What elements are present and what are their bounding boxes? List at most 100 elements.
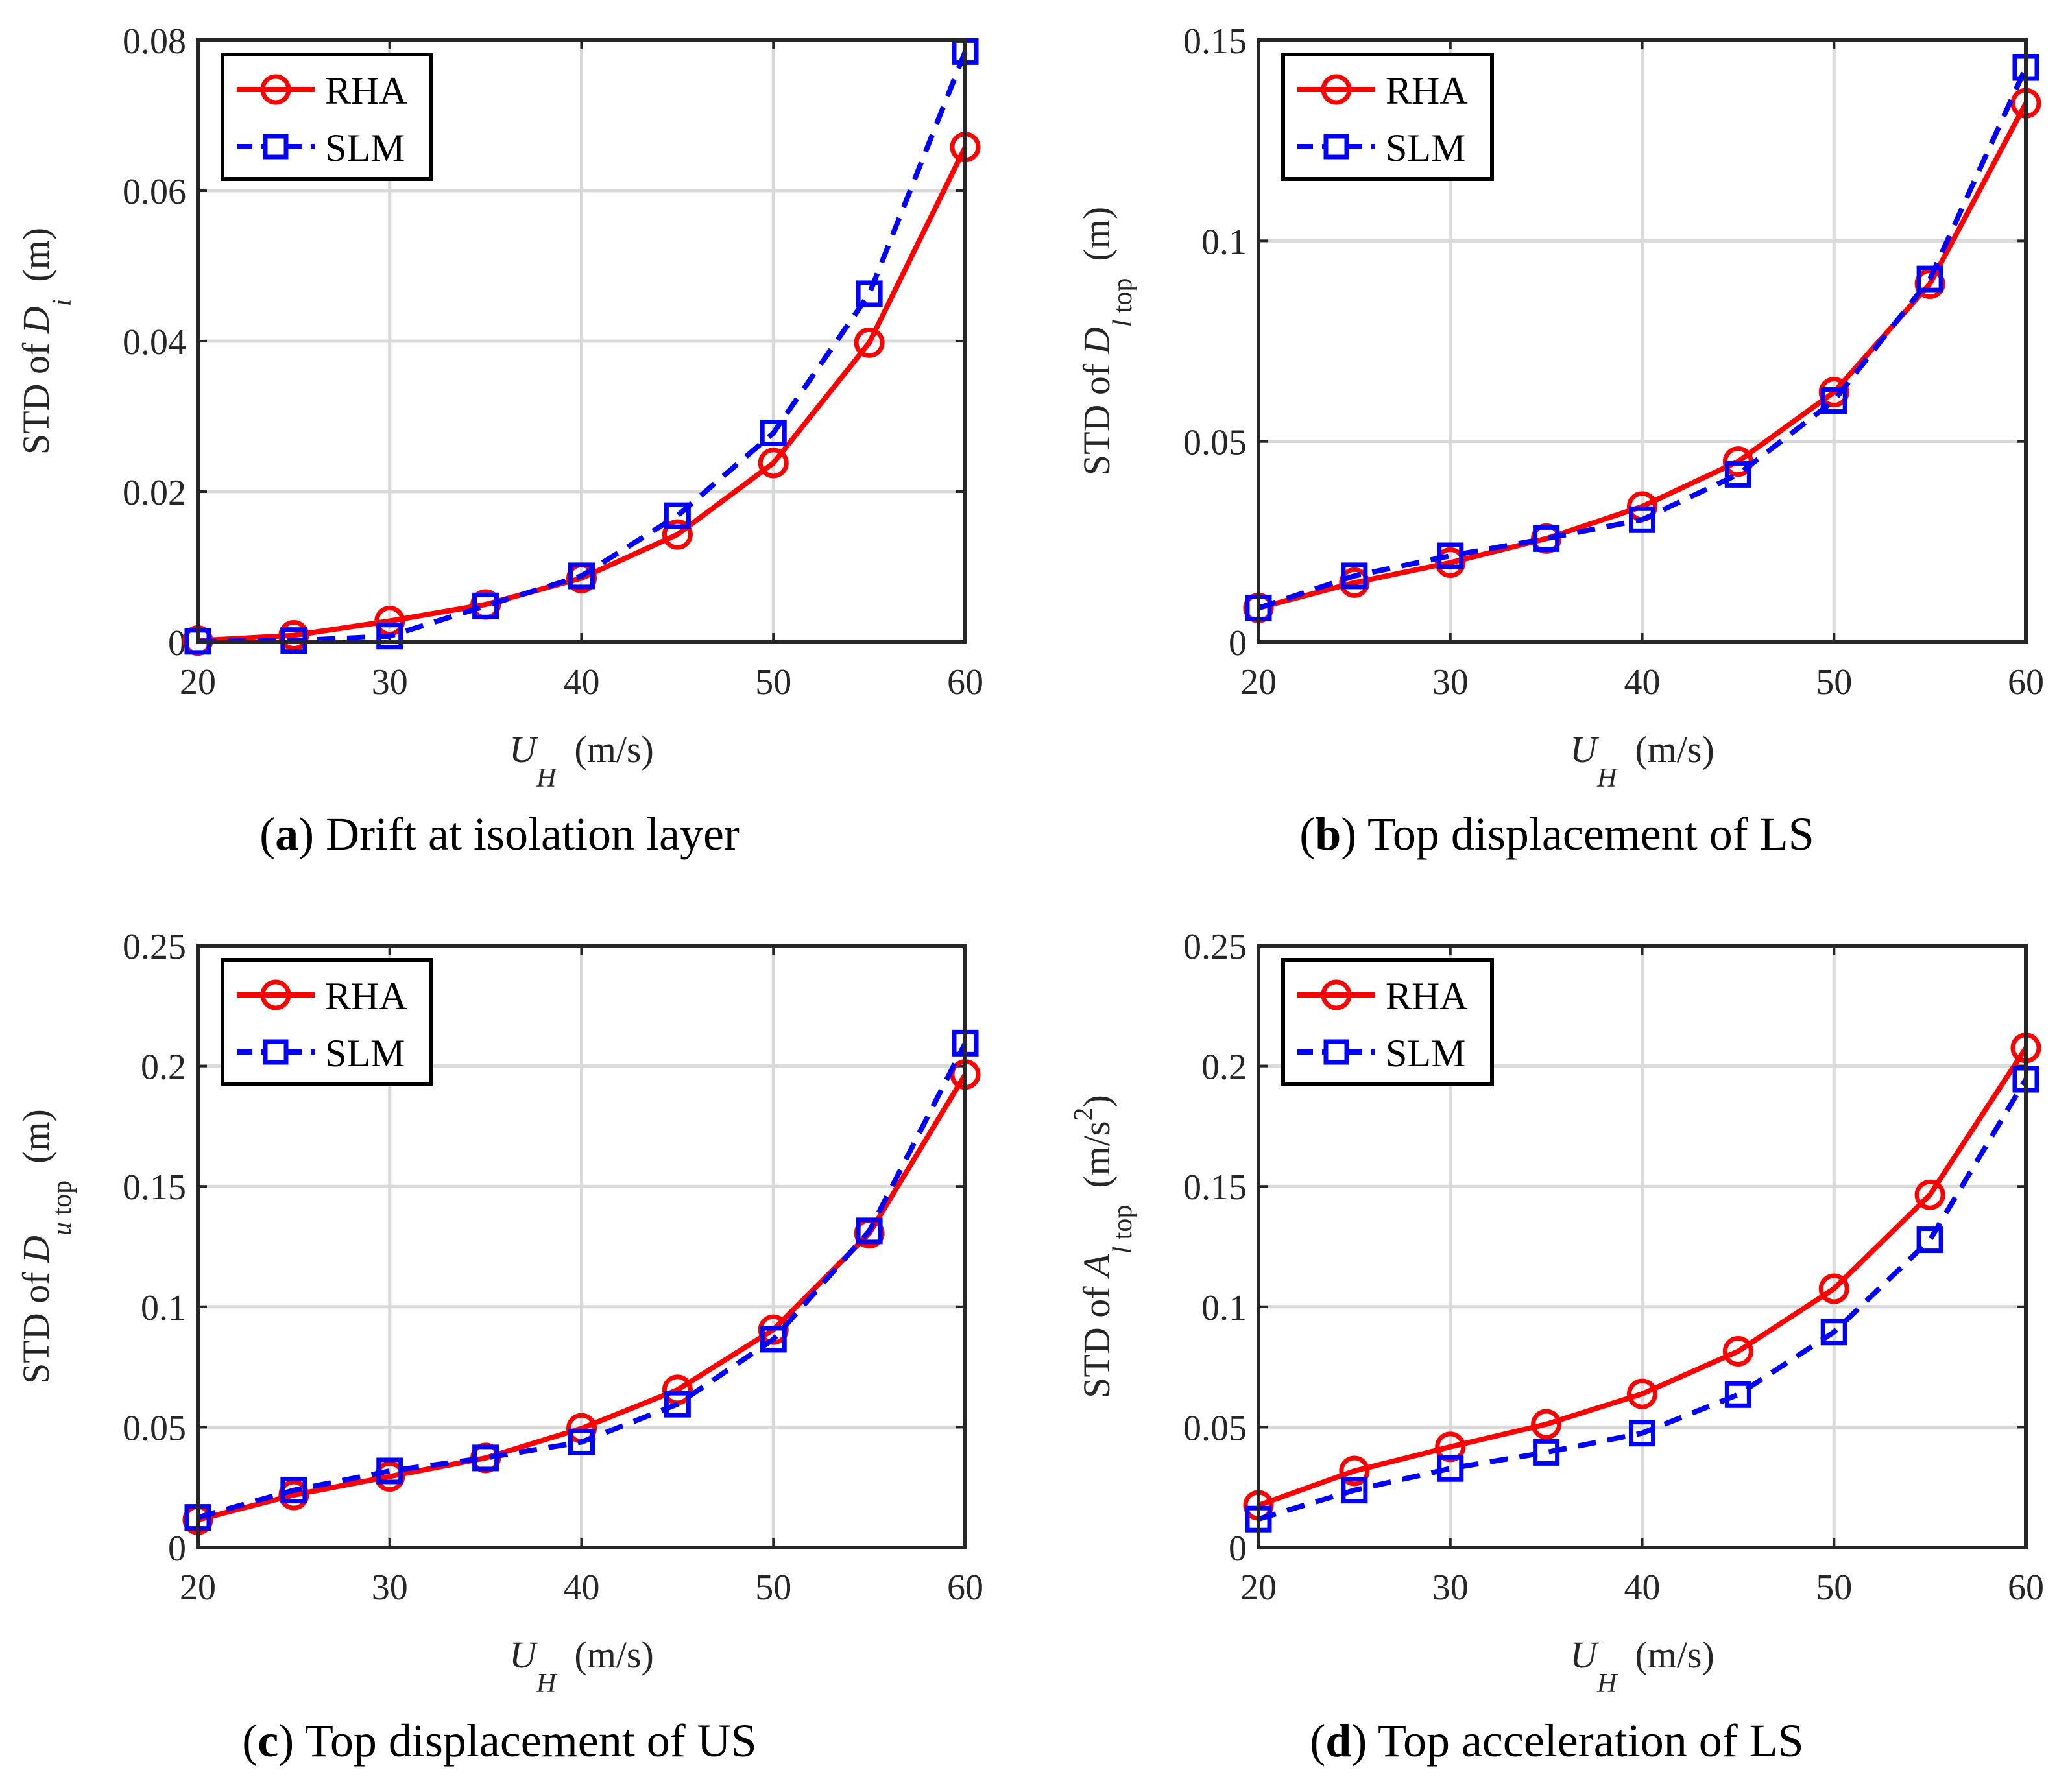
y-axis-symbol: D (1076, 327, 1118, 355)
chart-panel-a: 20 30 40 50 6000.020.040.060.08RHASLMUH(m/s)… (15, 21, 983, 860)
caption-text: Top acceleration of LS (1378, 1715, 1804, 1767)
legend-label-slm: SLM (1386, 126, 1465, 169)
legend-label-rha: RHA (325, 69, 407, 112)
legend-box (221, 53, 433, 181)
data-point-slm (664, 502, 691, 529)
axes-box (196, 944, 967, 1549)
x-axis-unit: (m/s) (1635, 728, 1714, 771)
y-axis-prefix: STD of (1076, 354, 1118, 475)
legend: RHA SLM (221, 958, 433, 1086)
y-axis-superscript: 2 (1069, 1108, 1099, 1121)
y-tick-label: 0.06 (123, 172, 186, 212)
y-axis-label: STD of Du top (m) (15, 1109, 77, 1384)
x-tick-label: 60 (2008, 662, 2044, 702)
legend-marker-rha (260, 74, 291, 105)
legend-label-rha: RHA (325, 975, 407, 1018)
y-axis-unit: (m) (1076, 207, 1118, 261)
data-point-slm (1341, 562, 1368, 590)
x-axis-unit: (m/s) (1635, 1634, 1714, 1676)
y-tick-label: 0.05 (123, 1408, 186, 1448)
legend-label-slm: SLM (325, 1032, 405, 1075)
x-axis-symbol: U (509, 728, 539, 771)
y-axis-prefix: STD of (15, 333, 57, 455)
data-point-slm (1629, 506, 1655, 533)
y-tick-label: 0.1 (141, 1288, 186, 1328)
x-tick-label: 30 (1432, 1568, 1469, 1608)
x-axis-subscript: H (536, 763, 558, 793)
legend: RHA SLM (1281, 958, 1494, 1086)
legend-label-rha: RHA (1386, 975, 1468, 1018)
x-tick-label: 40 (1624, 1568, 1661, 1608)
data-point-slm (1533, 1439, 1560, 1466)
x-tick-label: 60 (947, 1568, 983, 1608)
series-line-slm (1257, 1077, 2028, 1522)
x-tick-label: 40 (564, 662, 600, 702)
y-axis-subscript: l (1108, 320, 1138, 328)
x-axis-symbol: U (1570, 728, 1600, 771)
legend-label-slm: SLM (1386, 1032, 1465, 1075)
data-point-slm (1724, 1381, 1751, 1408)
y-tick-label: 0.2 (1201, 1047, 1247, 1088)
legend-label-rha: RHA (1386, 69, 1468, 112)
x-tick-label: 50 (755, 1568, 791, 1608)
x-tick-label: 40 (1624, 662, 1661, 702)
caption-text: Top displacement of LS (1367, 808, 1814, 860)
data-point-rha (1627, 1378, 1657, 1409)
data-point-slm (1916, 1226, 1943, 1254)
data-point-slm (1437, 542, 1464, 569)
legend-marker-slm (263, 134, 289, 160)
data-point-slm (760, 1326, 787, 1353)
y-tick-label: 0.15 (123, 1167, 186, 1208)
legend-box (1281, 53, 1494, 181)
y-axis-subscript-top: top (1108, 278, 1138, 320)
data-point-slm (1629, 1420, 1655, 1447)
caption-paren-open: ( (1310, 1715, 1325, 1767)
y-tick-label: 0 (1229, 623, 1247, 663)
legend-marker-slm (1323, 134, 1349, 160)
y-tick-label: 0.25 (1183, 927, 1247, 967)
legend-box (221, 958, 433, 1086)
y-axis-unit: (m/s (1076, 1121, 1118, 1188)
legend-marker-slm (263, 1039, 289, 1065)
legend-marker-rha (1321, 74, 1352, 105)
y-tick-label: 0 (1229, 1529, 1247, 1569)
caption-paren-close: ) (278, 1715, 305, 1767)
data-point-slm (280, 1477, 307, 1504)
y-tick-label: 0.25 (123, 927, 186, 967)
y-axis-label: STD of Al top (m/s2) (1069, 1095, 1138, 1398)
data-point-slm (1820, 387, 1847, 414)
x-axis-label: UH (m/s) (1570, 728, 1714, 793)
data-point-rha (1722, 1335, 1753, 1367)
y-tick-label: 0.08 (123, 21, 186, 62)
data-point-slm (472, 592, 499, 619)
legend-marker-rha (1321, 979, 1352, 1010)
y-axis-symbol: A (1076, 1254, 1118, 1280)
series-line-slm (197, 50, 968, 644)
series-line-rha (197, 1073, 968, 1523)
x-axis-label: UH (m/s) (509, 1634, 654, 1699)
y-axis-symbol: D (15, 306, 57, 334)
x-tick-label: 40 (564, 1568, 600, 1608)
x-tick-label: 50 (755, 662, 791, 702)
data-point-rha (1435, 1431, 1466, 1463)
data-point-slm (1820, 1319, 1847, 1346)
caption-letter: a (275, 808, 298, 860)
x-tick-label: 50 (1816, 662, 1852, 702)
x-axis-label: UH (m/s) (1570, 1634, 1714, 1699)
data-point-slm (1341, 1477, 1368, 1504)
data-point-slm (760, 420, 787, 447)
caption-paren-open: ( (259, 808, 275, 860)
caption-text: Top displacement of US (305, 1715, 757, 1767)
y-axis-symbol: D (15, 1236, 57, 1263)
legend: RHA SLM (1281, 53, 1494, 181)
x-tick-label: 20 (180, 662, 216, 702)
x-tick-label: 60 (2008, 1568, 2044, 1608)
x-tick-label: 20 (180, 1568, 216, 1608)
data-point-rha (1914, 1179, 1945, 1210)
axes-box (196, 38, 967, 644)
y-tick-label: 0 (168, 1529, 186, 1569)
x-axis-subscript: H (536, 1669, 558, 1699)
data-point-slm (568, 1428, 595, 1455)
data-point-slm (1724, 460, 1751, 488)
data-point-rha (1339, 1455, 1370, 1487)
